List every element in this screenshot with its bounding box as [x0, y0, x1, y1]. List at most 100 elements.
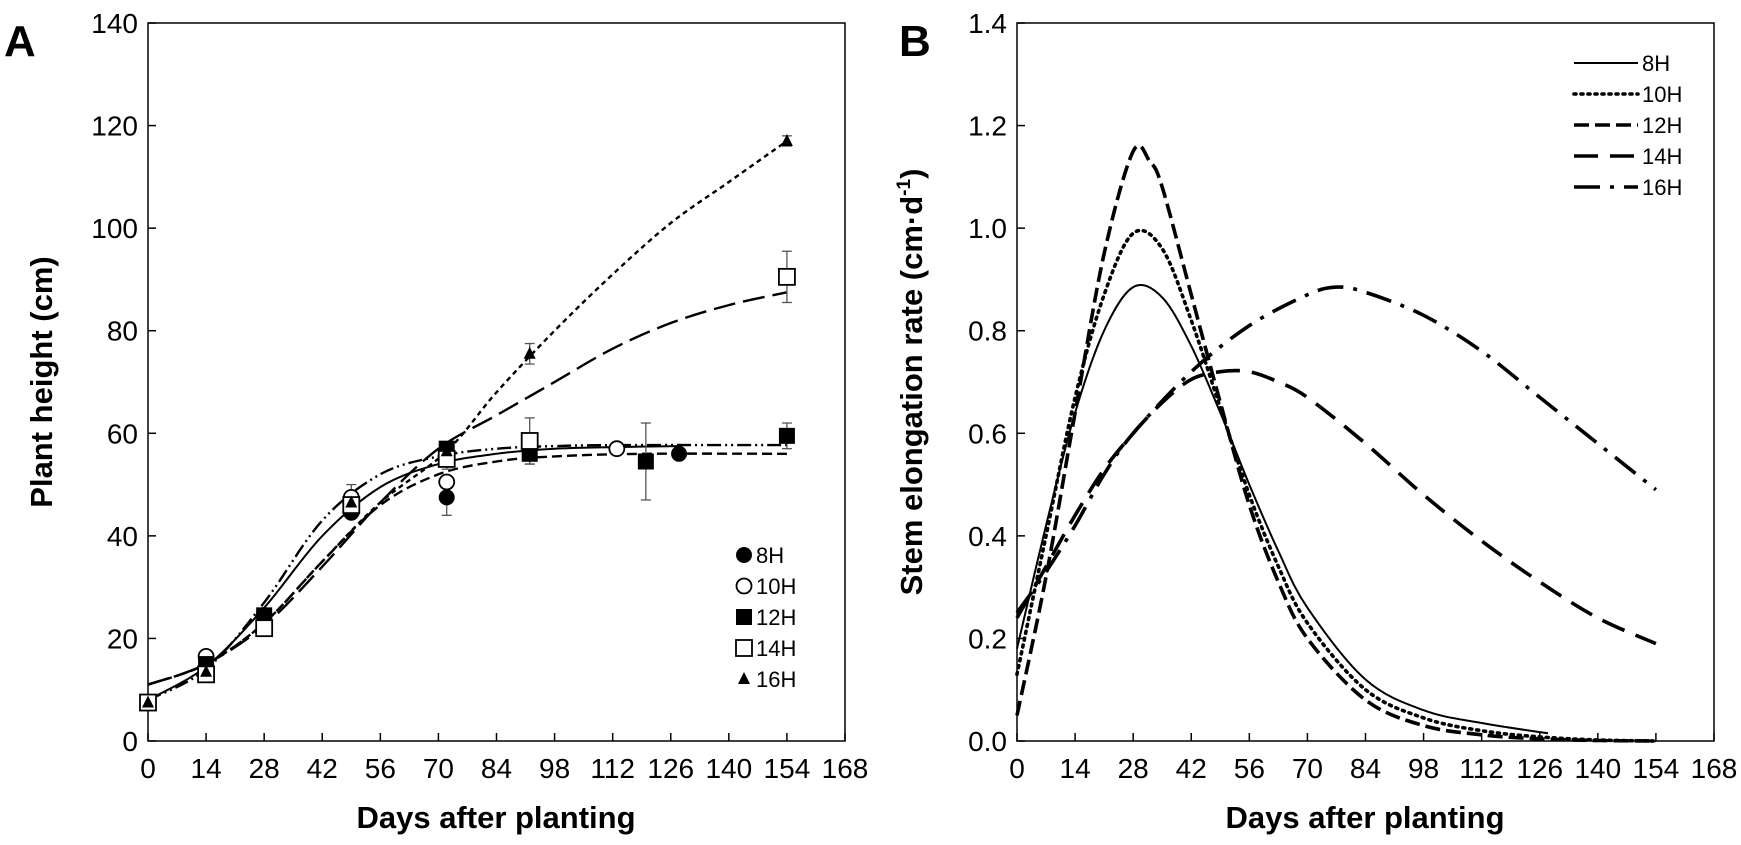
panel-b-y-tick-label: 0.4: [968, 521, 1007, 552]
panel-a-data-points: [139, 133, 796, 712]
panel-b-x-tick-label: 28: [1118, 753, 1149, 784]
panel-a-letter: A: [4, 17, 36, 66]
panel-b-series-line-8h: [1016, 284, 1549, 735]
panel-a-error-bars: [346, 135, 792, 519]
panel-a-y-tick-label: 80: [107, 316, 138, 347]
panel-b-x-tick-label: 98: [1408, 753, 1439, 784]
panel-a-x-tick-label: 154: [764, 753, 811, 784]
panel-a-y-tick-label: 60: [107, 418, 138, 449]
panel-a-x-tick-label: 70: [423, 753, 454, 784]
panel-a-point-16h: [142, 695, 154, 708]
panel-a-x-tick-label: 56: [365, 753, 396, 784]
panel-a-y-tick-label: 140: [91, 8, 138, 39]
panel-a-legend-marker-14h: [735, 639, 753, 657]
panel-b: B 0.0 0.2 0.4 0.6 0.8 1.0 1.2 1.4 0 14 28 42 56 70 84…: [894, 8, 1737, 835]
panel-a-fit-line-10h: [147, 443, 787, 702]
panel-a-x-tick-label: 168: [822, 753, 869, 784]
panel-a-fit-line-14h: [147, 291, 788, 686]
panel-a-y-tick-label: 0: [122, 726, 138, 757]
panel-b-legend: 8H 10H 12H 14H 16H: [1572, 51, 1682, 200]
panel-b-legend-label-12h: 12H: [1642, 113, 1682, 138]
panel-b-legend-label-8h: 8H: [1642, 51, 1670, 76]
panel-a-y-ticks: 0 20 40 60 80 100 120 140: [91, 8, 156, 757]
panel-b-x-axis-title: Days after planting: [1225, 800, 1504, 835]
panel-b-y-axis-title-end: ): [894, 169, 929, 179]
panel-b-legend-label-10h: 10H: [1642, 82, 1682, 107]
panel-b-x-tick-label: 126: [1516, 753, 1563, 784]
panel-a-legend-marker-10h: [735, 577, 753, 595]
panel-b-x-tick-label: 140: [1574, 753, 1621, 784]
panel-a-x-tick-label: 140: [705, 753, 752, 784]
panel-a-y-tick-label: 100: [91, 213, 138, 244]
panel-a-point-12h: [637, 453, 654, 470]
panel-b-x-tick-label: 56: [1234, 753, 1265, 784]
panel-a-point-16h: [523, 346, 536, 359]
panel-a-point-16h: [780, 133, 793, 146]
panel-b-x-tick-label: 0: [1009, 753, 1025, 784]
panel-a-point-16h: [258, 608, 271, 621]
panel-a-legend-label-12h: 12H: [756, 605, 796, 630]
panel-b-x-tick-label: 112: [1459, 753, 1504, 784]
panel-b-x-tick-label: 154: [1633, 753, 1680, 784]
panel-a-fit-line-16h: [147, 140, 788, 686]
panel-a-legend-label-8h: 8H: [756, 543, 784, 568]
panel-b-y-tick-label: 0.8: [968, 316, 1007, 347]
panel-a-y-tick-label: 20: [107, 623, 138, 654]
panel-b-x-tick-label: 84: [1350, 753, 1381, 784]
panel-a-point-14h: [520, 432, 539, 450]
panel-a-y-axis-title: Plant height (cm): [24, 256, 59, 507]
panel-a-legend-label-16h: 16H: [756, 667, 796, 692]
panel-b-series-line-10h: [1015, 228, 1658, 743]
panel-b-letter: B: [899, 17, 931, 66]
panel-b-y-tick-label: 0.6: [968, 418, 1007, 449]
panel-b-plot-frame: [1016, 22, 1715, 742]
panel-b-x-tick-label: 14: [1060, 753, 1091, 784]
panel-a-y-tick-label: 40: [107, 521, 138, 552]
panel-a-legend-marker-12h: [736, 609, 752, 625]
panel-b-y-tick-label: 1.0: [968, 213, 1007, 244]
panel-b-series-line-12h: [1015, 143, 1656, 743]
panel-a-x-ticks: 0 14 28 42 56 70 84 98 112 126 140 154 168: [140, 733, 868, 784]
panel-a-point-10h: [438, 473, 456, 491]
panel-b-y-tick-label: 0.0: [968, 726, 1007, 757]
panel-a-point-16h: [345, 495, 358, 508]
panel-a-legend: 8H 10H 12H 14H 16H: [735, 543, 796, 692]
panel-a-x-tick-label: 28: [249, 753, 280, 784]
panel-a-x-axis-title: Days after planting: [356, 800, 635, 835]
panel-a-fit-line-12h: [147, 452, 787, 686]
panel-b-y-ticks: 0.0 0.2 0.4 0.6 0.8 1.0 1.2 1.4: [968, 8, 1025, 757]
panel-a-fit-lines: [147, 140, 788, 702]
panel-a-x-tick-label: 42: [307, 753, 338, 784]
panel-a-point-14h: [255, 619, 274, 638]
panel-b-series-line-16h: [1015, 285, 1658, 614]
panel-b-x-tick-label: 70: [1292, 753, 1323, 784]
panel-b-y-tick-label: 1.4: [968, 8, 1007, 39]
panel-a-x-tick-label: 0: [140, 753, 156, 784]
panel-b-x-tick-label: 168: [1691, 753, 1738, 784]
panel-a-point-14h: [778, 267, 796, 286]
panel-b-y-tick-label: 0.2: [968, 623, 1007, 654]
panel-b-series-line-14h: [1015, 368, 1657, 646]
panel-a-x-tick-label: 98: [539, 753, 570, 784]
panel-a-point-8h: [671, 445, 688, 462]
panel-b-y-axis-title: Stem elongation rate (cm·d-1): [894, 169, 929, 596]
panel-a-point-8h: [438, 489, 455, 506]
panel-a-point-12h: [778, 427, 795, 444]
panel-a-x-tick-label: 84: [481, 753, 512, 784]
panel-b-series-lines: [1015, 143, 1658, 743]
panel-b-y-axis-title-main: Stem elongation rate (cm·d: [894, 196, 929, 596]
panel-a-legend-marker-16h: [738, 672, 750, 684]
panel-a-legend-marker-8h: [736, 547, 752, 563]
panel-b-y-axis-title-sup: -1: [894, 178, 915, 195]
panel-a-point-16h: [440, 444, 453, 457]
panel-b-x-ticks: 0 14 28 42 56 70 84 98 112 126 140 154 168: [1009, 733, 1737, 784]
panel-a-x-tick-label: 112: [590, 753, 635, 784]
panel-a-y-tick-label: 120: [91, 111, 138, 142]
panel-a-point-10h: [608, 440, 626, 458]
panel-a-x-tick-label: 126: [647, 753, 694, 784]
panel-a-legend-label-10h: 10H: [756, 574, 796, 599]
panel-b-x-tick-label: 42: [1176, 753, 1207, 784]
panel-b-legend-label-16h: 16H: [1642, 175, 1682, 200]
panel-a-point-16h: [200, 664, 213, 677]
